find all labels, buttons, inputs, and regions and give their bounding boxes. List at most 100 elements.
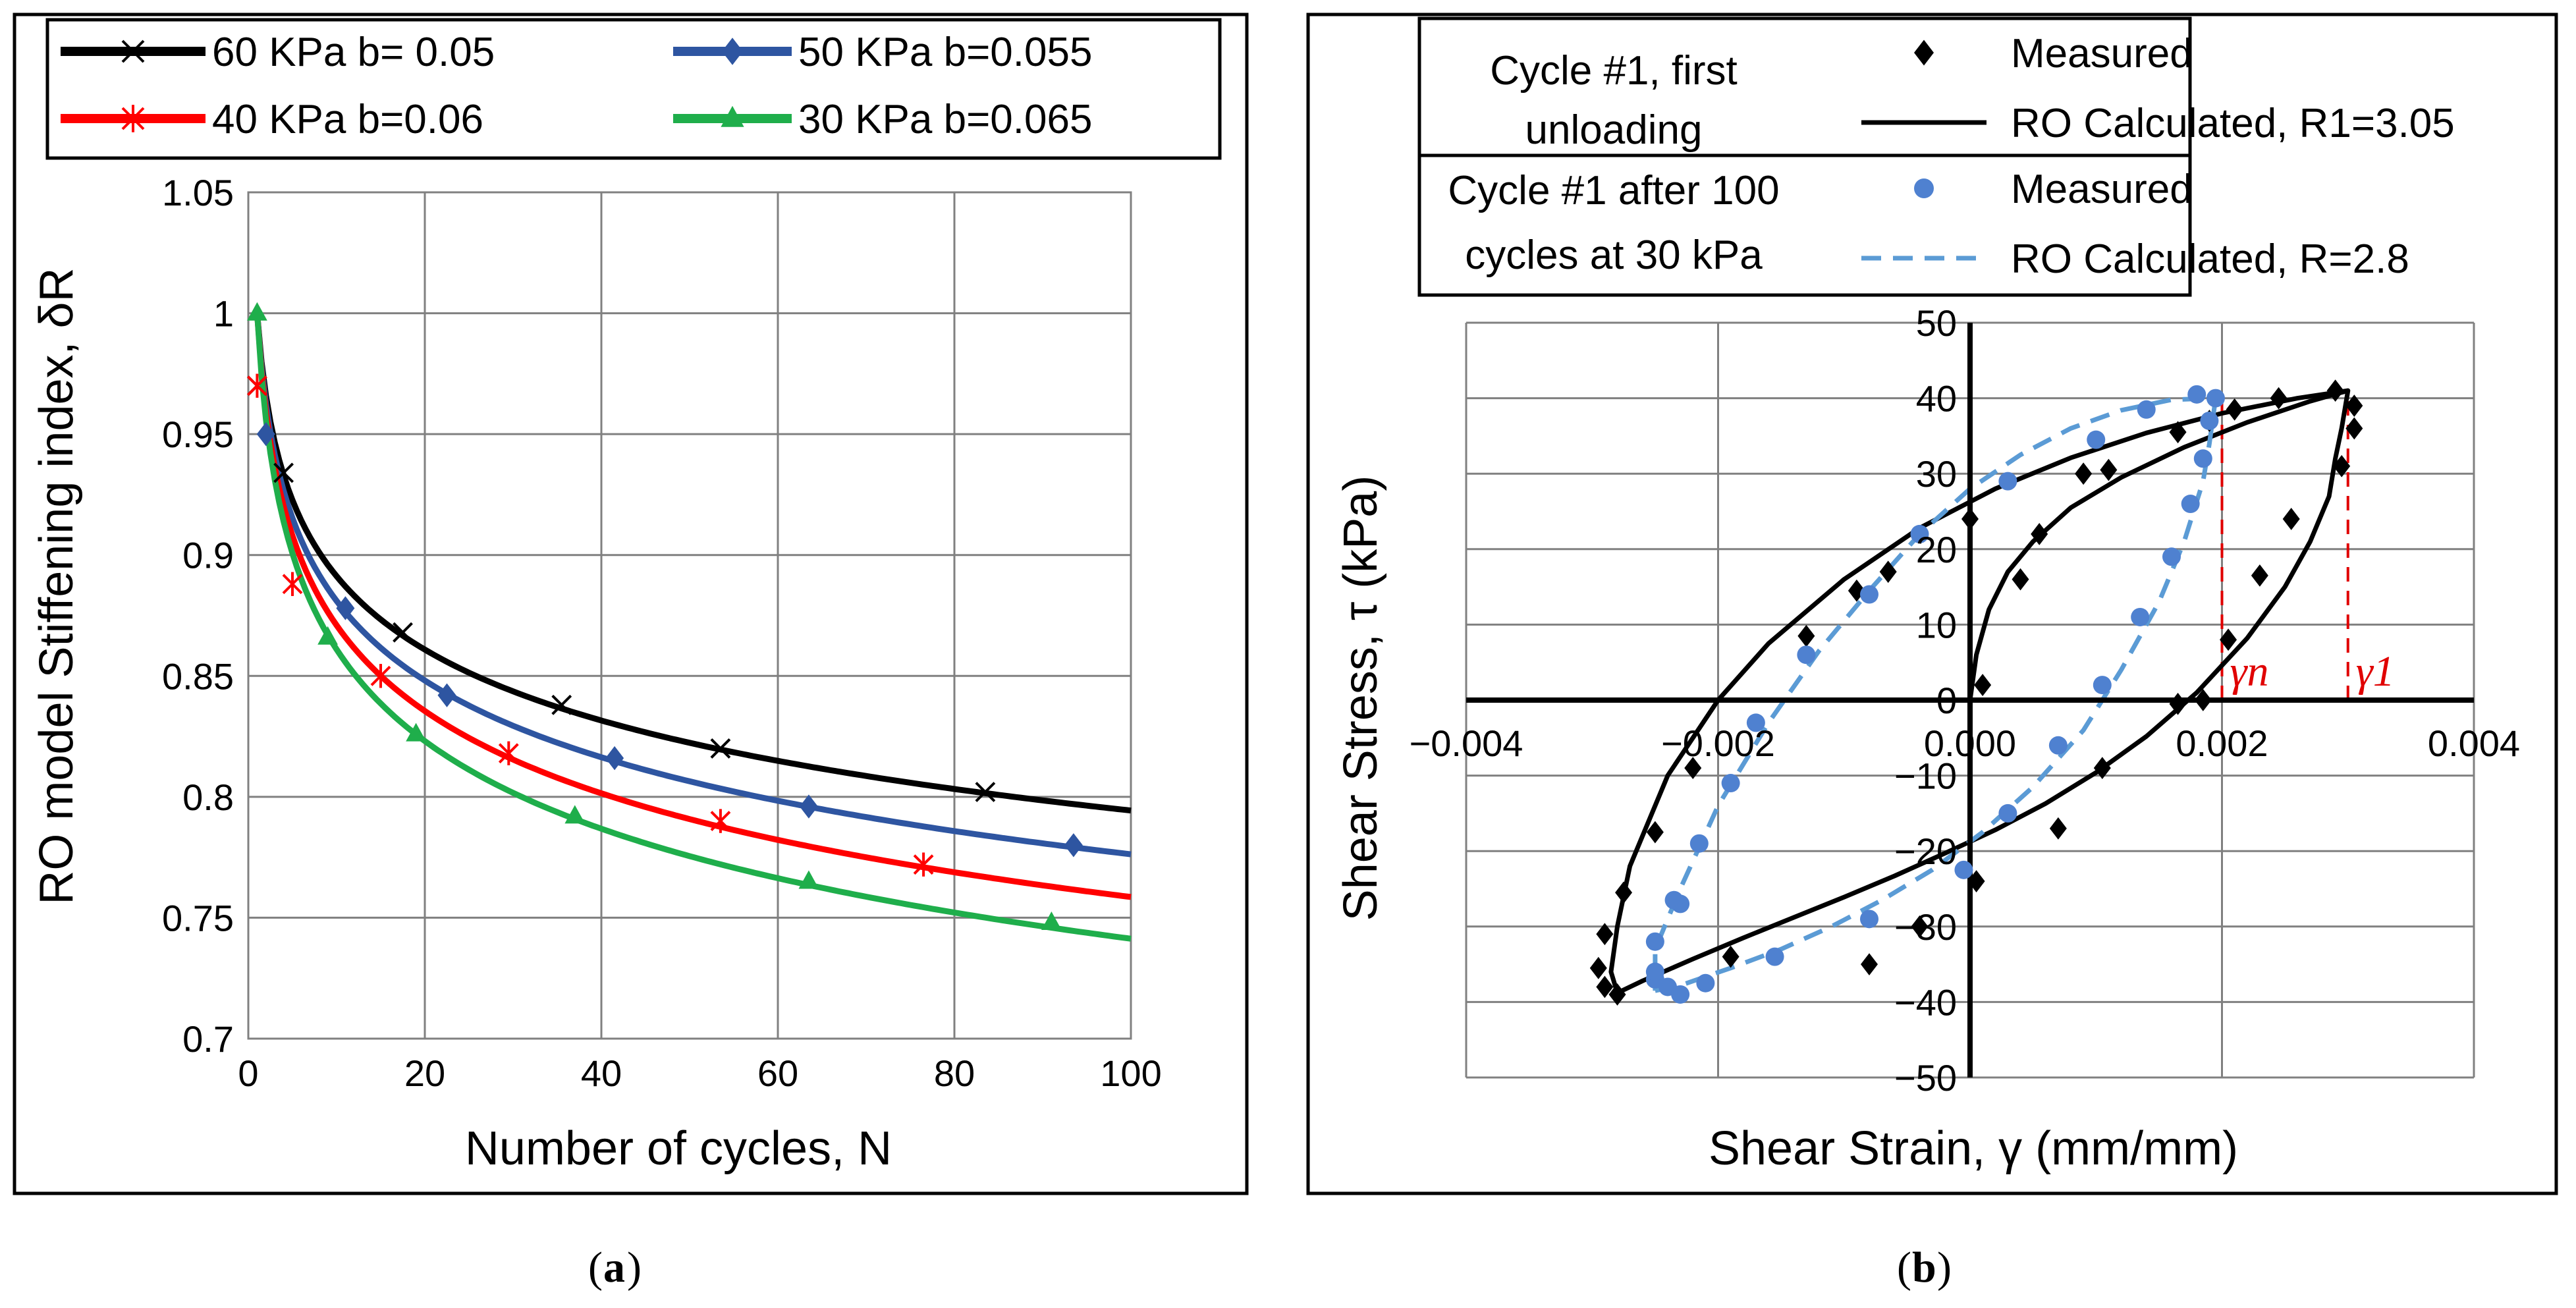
b-ytick-label: −40 [1894,981,1957,1023]
legend-measured1-marker [1914,40,1934,66]
caption-b-letter: b [1912,1243,1936,1292]
b-point-0-16 [2169,692,2187,715]
a-marker-2-4 [710,809,731,833]
b-point-2-28 [1664,890,1684,910]
panel-b-frame [1306,13,2558,1195]
legend-marker-shape-0 [121,40,145,63]
b-point-0-23 [1722,945,1740,968]
a-marker-1-5 [1064,833,1083,858]
a-marker-3-0 [247,302,267,321]
b-ytick-label: 0 [1936,680,1957,721]
a-marker-3-3 [564,805,586,824]
a-marker-0-5 [975,782,996,802]
a-marker-1-0 [256,422,275,447]
a-marker-1-1 [336,596,355,620]
legend-50kpa-label: 50 KPa b=0.055 [798,30,1092,75]
b-point-2-21 [1998,472,2017,491]
a-ytick-label: 0.85 [162,655,234,697]
legend-group1-line2: unloading [1525,107,1703,153]
legend-marker-shape-1 [722,38,743,65]
a-marker-0-1 [273,462,294,483]
legend-60kpa-marker [121,40,145,63]
b-point-0-12 [2333,454,2351,477]
b-ytick-label: 40 [1916,378,1957,420]
panel-a-markers [246,302,1083,930]
b-point-0-13 [2282,508,2300,530]
a-xtick-label: 100 [1100,1052,1161,1094]
panel-a-frame [13,13,1249,1195]
b-point-2-10 [2048,736,2068,755]
legend-measured2-marker [1914,178,1934,198]
a-marker-2-2 [370,664,391,688]
legend-a: 60 KPa b= 0.05 50 KPa b=0.055 40 KPa b=0… [45,18,1222,160]
b-point-0-2 [2031,522,2048,545]
legend-group2-line2: cycles at 30 kPa [1465,232,1763,278]
legend-entry-50kpa: 50 KPa b=0.055 [673,30,1092,75]
caption-b-open: ( [1897,1243,1911,1292]
a-marker-3-5 [1041,911,1062,930]
b-point-0-10 [2345,395,2363,417]
legend-entry-60kpa: 60 KPa b= 0.05 [61,30,495,75]
a-ytick-label: 0.75 [162,897,234,939]
panel-b: Cycle #1, first unloading Cycle #1 after… [1306,13,2558,1195]
b-point-2-12 [2131,607,2150,626]
b-point-0-28 [1615,881,1633,904]
legend-marker-shape-3 [721,105,744,127]
b-point-0-3 [2075,462,2093,485]
b-point-2-20 [2087,430,2106,449]
b-point-2-15 [2193,449,2212,468]
b-point-2-14 [2181,495,2200,514]
b-point-0-19 [2049,817,2067,840]
caption-a-letter: a [603,1243,625,1292]
b-point-0-8 [2270,387,2288,410]
a-marker-2-5 [913,852,934,877]
b-point-0-26 [1589,956,1607,979]
b-point-2-25 [1746,713,1765,732]
legend-40kpa-label: 40 KPa b=0.06 [212,97,483,142]
b-point-2-13 [2162,547,2181,566]
a-ytick-label: 1 [213,293,234,335]
a-curve-3 [254,313,1132,942]
legend-ro1-label: RO Calculated, R1=3.05 [2011,101,2455,146]
legend-measured2-shape [1914,178,1934,198]
panel-a-gridlines [247,191,1132,1040]
b-point-0-25 [1596,975,1614,998]
b-xtick-label: −0.004 [1410,722,1523,764]
caption-b: ( b ) [1897,1243,1952,1292]
b-xtick-label: 0.002 [2176,722,2268,764]
legend-40kpa-marker [121,105,145,132]
panel-a: 60 KPa b= 0.05 50 KPa b=0.055 40 KPa b=0… [13,13,1249,1195]
b-point-2-17 [2206,389,2225,408]
b-point-2-11 [2093,676,2112,695]
b-point-2-24 [1797,645,1816,665]
legend-a-box [45,18,1222,160]
panel-a-curves [254,313,1132,942]
b-point-2-8 [1954,860,1973,879]
legend-50kpa-marker [722,38,743,65]
b-point-0-7 [2226,398,2243,421]
legend-group1-line1: Cycle #1, first [1490,48,1738,94]
a-xtick-label: 60 [757,1052,798,1094]
b-xtick-label: −0.002 [1661,722,1775,764]
legend-measured2-label: Measured [2011,167,2193,212]
b-ytick-label: 30 [1916,453,1957,495]
b-point-0-34 [1961,508,1979,530]
a-marker-3-4 [798,870,819,889]
a-plot-border [247,191,1132,1040]
b-point-2-18 [2187,385,2206,404]
b-point-2-29 [1645,962,1664,981]
panel-a-tick-labels: 0 20 40 60 80 100 0.7 0.75 0.8 0.85 0.9 0.95 1 1.05 [162,172,1162,1094]
a-ytick-label: 0.95 [162,414,234,455]
legend-30kpa-marker [721,105,744,127]
b-point-0-15 [2220,628,2237,651]
a-marker-2-1 [282,572,303,596]
b-initial-loading-curve [1967,388,2349,701]
a-ytick-label: 0.8 [182,777,234,818]
legend-measured1-label: Measured [2011,31,2193,76]
a-marker-2-3 [498,741,519,765]
b-point-0-17 [2194,689,2212,711]
b-point-0-29 [1646,821,1664,844]
a-marker-2-0 [246,373,267,398]
legend-b: Cycle #1, first unloading Cycle #1 after… [1417,16,2455,297]
